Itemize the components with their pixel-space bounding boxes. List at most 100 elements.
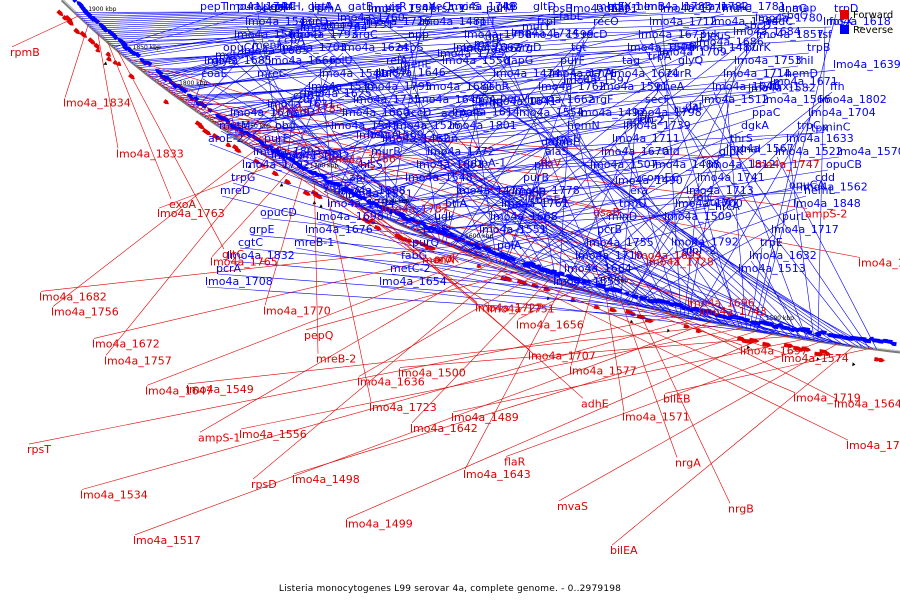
leader-line <box>178 98 543 158</box>
leader-line <box>620 117 637 301</box>
leader-line <box>650 26 740 328</box>
forward-feature-arrow <box>225 142 232 148</box>
gene-label: sbcC <box>781 9 808 22</box>
leader-line <box>413 247 602 296</box>
leader-line <box>161 26 366 86</box>
gene-label: lmo4a_1561 <box>234 28 302 41</box>
leader-line <box>293 330 758 475</box>
leader-line <box>620 300 678 458</box>
gene-label: lmo4a_1570 <box>837 145 900 158</box>
forward-feature-arrow <box>825 351 831 356</box>
leader-line <box>222 127 755 160</box>
gene-label: lmo4a_1801 <box>449 119 517 132</box>
gene-label: mreC <box>257 67 287 80</box>
forward-feature-arrow <box>95 47 101 53</box>
gene-label: thrS <box>730 132 753 145</box>
gene-label: lmo4a_1638 <box>230 106 298 119</box>
gene-label: glpK <box>719 145 744 158</box>
leader-line <box>224 111 688 130</box>
gene-label: argC <box>352 28 378 41</box>
leader-line <box>358 275 536 377</box>
gene-label: mvaS <box>557 500 588 513</box>
leader-line <box>194 55 244 110</box>
gene-label: lmo4a_1753 <box>734 54 802 67</box>
gene-label: ccpA <box>278 34 305 47</box>
gene-label: lmo4a_1558 <box>271 149 339 162</box>
leader-line <box>152 60 218 79</box>
gene-label: lmo4a_1597 <box>563 74 631 87</box>
forward-feature-arrow <box>630 311 637 317</box>
leader-line <box>690 234 774 318</box>
gene-label: adhE <box>581 397 609 410</box>
leader-line <box>517 288 578 320</box>
gene-label: lmo4a_1791 <box>570 2 638 15</box>
gene-label: lmo4a_1543 <box>245 15 313 28</box>
leader-line <box>228 260 585 291</box>
gene-label: lmo4a_1647 <box>145 384 213 397</box>
leader-line <box>200 113 649 257</box>
leader-line <box>306 234 768 333</box>
leader-line <box>465 39 723 325</box>
gene-label: lmo4a_1710 <box>575 249 643 262</box>
gene-label: aroK <box>434 253 460 266</box>
leader-line <box>105 156 268 356</box>
forward-feature-arrow <box>762 341 772 347</box>
leader-line <box>214 26 540 124</box>
gene-label: secDF <box>256 2 289 15</box>
gene-label: lmo4a_1636 <box>357 375 425 388</box>
gene-label: argF <box>589 93 613 106</box>
leader-line <box>158 162 280 209</box>
gene-label: prsA-1 <box>430 2 466 15</box>
leader-line <box>183 47 699 102</box>
gene-label: lmo4a_1780 <box>755 12 823 25</box>
gene-label: argJ <box>389 63 410 76</box>
gene-label: lmo4a_1551 <box>479 223 547 236</box>
gene-label: lmo4a_1550 <box>442 54 510 67</box>
gene-label: apt <box>349 171 368 184</box>
gene-label: secF <box>645 93 670 106</box>
leader-line <box>665 221 866 349</box>
gene-label: lmo4a_1547 <box>368 2 436 15</box>
leader-line <box>93 251 467 339</box>
gene-label: rplU <box>330 54 353 67</box>
reverse-feature-arrow <box>761 321 772 327</box>
gene-label: lmo4a_1513 <box>738 262 806 275</box>
gene-label: glyQ <box>678 54 704 67</box>
leader-line <box>275 78 788 162</box>
leader-line <box>753 130 800 331</box>
kbp-tick-label: 1600 kbp <box>465 233 493 240</box>
gene-label: ezrA <box>315 83 340 96</box>
gene-label: pfk <box>534 158 552 171</box>
leader-line <box>83 11 351 21</box>
leader-line <box>565 104 648 286</box>
forward-feature-arrow <box>313 192 323 199</box>
gene-label: lmo4a_1646 <box>378 66 446 79</box>
leader-line <box>421 169 829 234</box>
gene-label: lmo4a_1834 <box>63 97 131 110</box>
leader-line <box>98 11 610 35</box>
gene-label: opuCD <box>260 206 297 219</box>
gene-label: lmo4a_1709 <box>659 46 727 59</box>
leader-line <box>491 221 786 337</box>
leader-line <box>258 78 826 343</box>
leader-line <box>252 265 508 480</box>
reverse-feature-arrow <box>181 88 188 94</box>
gene-label: lmo4a_1556 <box>239 428 307 441</box>
gene-label: lmo4a_1681 <box>426 80 494 93</box>
gene-label: lmo4a_1482 <box>382 132 450 145</box>
gene-label: lmo4a_1685 <box>204 54 272 67</box>
gene-label: mutM <box>219 119 251 132</box>
feature-marker <box>437 257 442 262</box>
gene-label: lmo4a_1714 <box>723 67 791 80</box>
gene-label: lmo4a_1599 <box>526 28 594 41</box>
gene-label: pepT <box>200 0 228 13</box>
leader-line <box>136 11 599 67</box>
gene-label: lmo4a_1743 <box>699 305 767 318</box>
gene-label: virR <box>385 0 407 13</box>
leader-line <box>171 38 514 93</box>
reverse-feature-arrow <box>654 298 664 304</box>
gene-label: virS <box>459 0 480 13</box>
leader-line <box>464 284 564 470</box>
label-leader-lines <box>11 11 877 546</box>
leader-line <box>410 65 681 229</box>
